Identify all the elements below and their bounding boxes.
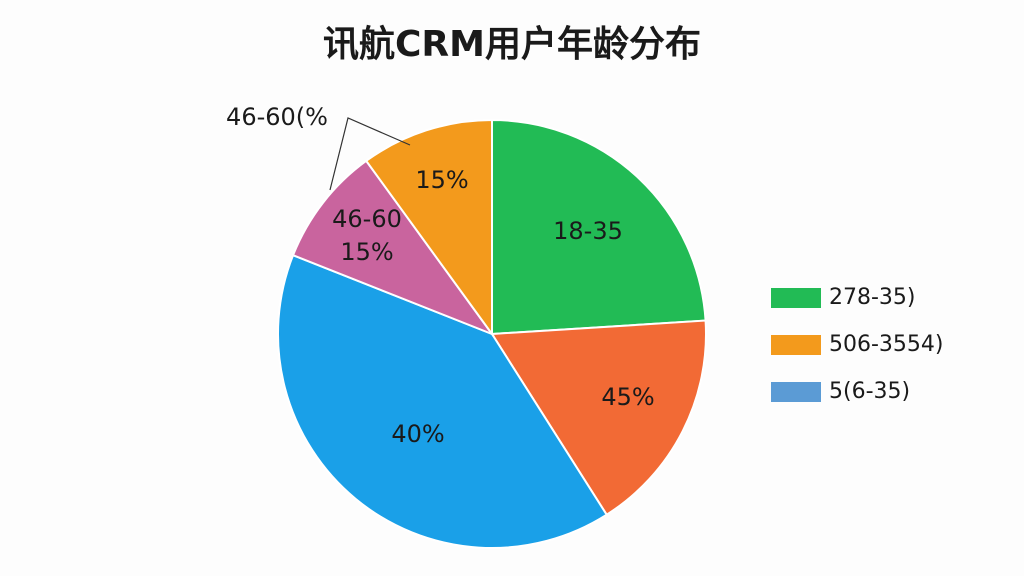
pie bbox=[277, 118, 707, 549]
pie-slice bbox=[277, 253, 609, 549]
slice-label: 15% bbox=[340, 238, 393, 266]
legend: 278-35) 506-3554) 5(6-35) bbox=[771, 285, 944, 404]
leader-line bbox=[329, 117, 411, 191]
legend-swatch bbox=[771, 288, 821, 308]
legend-swatch bbox=[771, 335, 821, 355]
pie-slice bbox=[491, 118, 707, 336]
pie-slice bbox=[490, 319, 707, 517]
pie-slice bbox=[364, 118, 493, 338]
slice-label: 15% bbox=[415, 166, 468, 194]
slice-label: 45% bbox=[601, 383, 654, 411]
slice-label: 46-60(% bbox=[226, 103, 328, 131]
legend-label: 506-3554) bbox=[829, 332, 944, 357]
slice-label: 40% bbox=[391, 420, 444, 448]
legend-label: 5(6-35) bbox=[829, 379, 910, 404]
labels: 18-35 45% 40% 46-60 15% 15% 46-60(% bbox=[226, 103, 655, 448]
slice-label: 18-35 bbox=[553, 217, 623, 245]
pie-slice bbox=[291, 159, 495, 337]
slice-label: 46-60 bbox=[332, 205, 402, 233]
legend-swatch bbox=[771, 382, 821, 402]
chart-title: 讯航CRM用户年龄分布 bbox=[323, 23, 701, 65]
legend-label: 278-35) bbox=[829, 285, 916, 310]
